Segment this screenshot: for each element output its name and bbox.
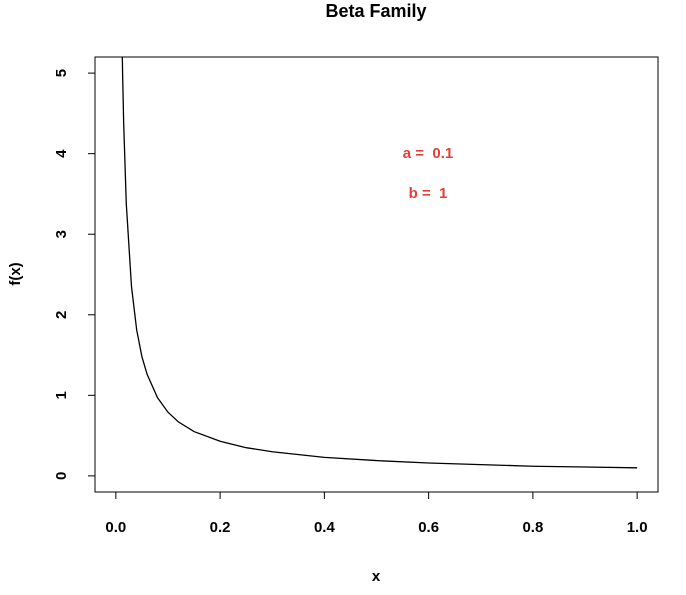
y-tick-label: 0: [53, 472, 70, 480]
y-tick-label: 3: [53, 230, 70, 238]
y-tick-label: 4: [53, 149, 70, 158]
plot-frame: [94, 56, 659, 493]
y-tick-label: 5: [53, 69, 70, 77]
y-tick-label: 1: [53, 391, 70, 399]
y-axis-label: f(x): [7, 262, 24, 285]
annotation: a = 0.1: [403, 145, 453, 162]
x-tick-label: 0.0: [105, 519, 126, 536]
x-tick-label: 1.0: [627, 519, 648, 536]
annotation: b = 1: [409, 185, 448, 202]
x-axis-label: x: [372, 568, 381, 585]
x-tick-label: 0.6: [418, 519, 439, 536]
chart-title: Beta Family: [325, 1, 426, 21]
y-tick-label: 2: [53, 311, 70, 319]
x-tick-label: 0.8: [522, 519, 543, 536]
x-tick-label: 0.4: [314, 519, 336, 536]
line-series: [121, 57, 638, 469]
x-tick-label: 0.2: [210, 519, 231, 536]
